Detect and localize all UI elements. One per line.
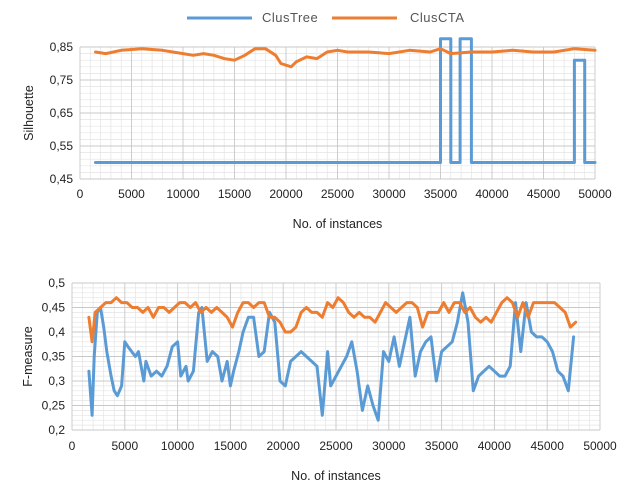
silhouette-x-tick-label: 20000 [269, 187, 303, 201]
silhouette-x-tick-label: 10000 [166, 187, 200, 201]
f-measure-x-tick-label: 20000 [267, 439, 301, 453]
silhouette-x-axis-title: No. of instances [293, 217, 383, 231]
silhouette-y-tick-label: 0,85 [50, 40, 74, 54]
legend-label-clustree: ClusTree [262, 10, 318, 25]
silhouette-y-tick-label: 0,55 [50, 139, 74, 153]
f-measure-x-tick-label: 35000 [425, 439, 459, 453]
silhouette-x-tick-label: 45000 [527, 187, 561, 201]
f-measure-series-clustree [87, 291, 576, 422]
legend: ClusTree ClusCTA [187, 10, 465, 25]
f-measure-y-tick-label: 0,2 [48, 423, 65, 437]
silhouette-y-tick-label: 0,65 [50, 106, 74, 120]
f-measure-y-tick-label: 0,25 [42, 399, 66, 413]
f-measure-x-tick-label: 40000 [478, 439, 512, 453]
f-measure-x-tick-label: 15000 [214, 439, 248, 453]
f-measure-y-tick-label: 0,4 [48, 325, 65, 339]
f-measure-x-tick-label: 30000 [372, 439, 406, 453]
f-measure-chart: 0 5000 10000 15000 20000 25000 30000 35000 40000… [21, 276, 617, 483]
silhouette-y-tick-label: 0,45 [50, 172, 74, 186]
f-measure-x-tick-label: 0 [69, 439, 76, 453]
f-measure-x-tick-label: 5000 [111, 439, 138, 453]
f-measure-y-tick-label: 0,45 [42, 301, 66, 315]
f-measure-y-axis-title: F-measure [21, 326, 35, 386]
silhouette-y-tick-label: 0,75 [50, 73, 74, 87]
silhouette-x-tick-label: 35000 [424, 187, 458, 201]
silhouette-x-tick-label: 25000 [321, 187, 355, 201]
legend-item-cluscta: ClusCTA [332, 10, 465, 25]
f-measure-y-tick-label: 0,5 [48, 276, 65, 290]
f-measure-y-tick-label: 0,35 [42, 350, 66, 364]
silhouette-series-cluscta [94, 47, 597, 69]
f-measure-x-axis-title: No. of instances [291, 469, 381, 483]
silhouette-series-clustree [94, 37, 597, 164]
silhouette-x-tick-label: 15000 [218, 187, 252, 201]
f-measure-y-tick-label: 0,3 [48, 374, 65, 388]
silhouette-chart: 0 5000 10000 15000 20000 25000 30000 35000 40000… [22, 37, 612, 231]
silhouette-x-tick-label: 0 [77, 187, 84, 201]
f-measure-x-tick-label: 10000 [161, 439, 195, 453]
f-measure-series-cluscta [87, 296, 578, 344]
f-measure-x-tick-label: 45000 [531, 439, 565, 453]
silhouette-x-tick-label: 40000 [475, 187, 509, 201]
legend-label-cluscta: ClusCTA [410, 10, 465, 25]
f-measure-x-tick-label: 25000 [319, 439, 353, 453]
silhouette-x-tick-label: 50000 [578, 187, 612, 201]
f-measure-x-tick-label: 50000 [583, 439, 617, 453]
silhouette-x-tick-label: 5000 [118, 187, 145, 201]
silhouette-x-tick-label: 30000 [372, 187, 406, 201]
legend-item-clustree: ClusTree [187, 10, 318, 25]
silhouette-y-axis-title: Silhouette [22, 85, 36, 141]
